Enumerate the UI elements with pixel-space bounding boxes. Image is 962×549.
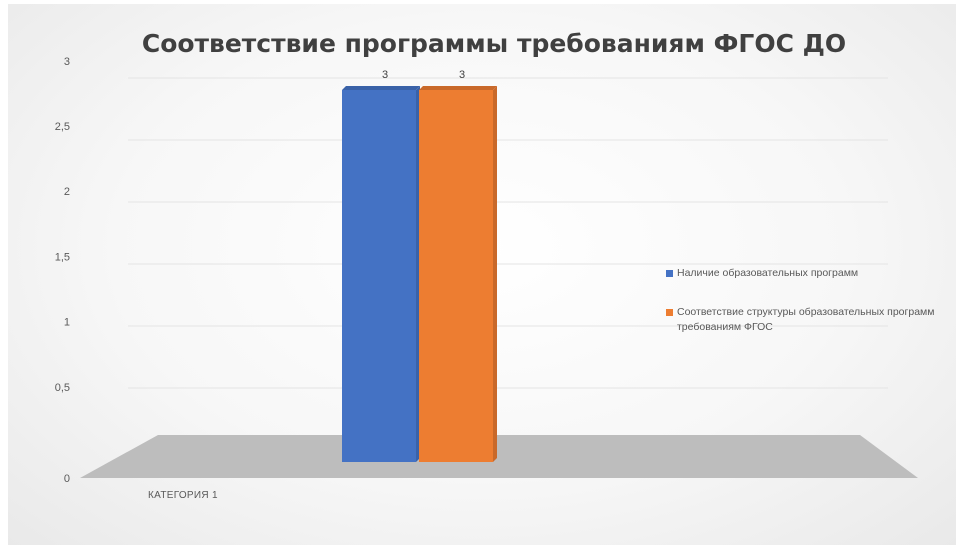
y-tick-label: 2 [64, 186, 70, 198]
data-label: 3 [459, 69, 465, 81]
category-label: КАТЕГОРИЯ 1 [148, 490, 218, 501]
data-label: 3 [382, 69, 388, 81]
y-tick-label: 0,5 [55, 382, 70, 394]
y-tick-label: 3 [64, 56, 70, 68]
legend-item-series-1: Наличие образовательных программ [666, 266, 962, 281]
chart-svg: Соответствие программы требованиям ФГОС … [55, 29, 918, 501]
gridlines [128, 77, 888, 389]
legend-swatch-series-1 [666, 270, 673, 277]
chart-floor [80, 435, 918, 478]
legend-swatch-series-2 [666, 309, 673, 316]
y-tick-label: 1 [64, 317, 70, 329]
chart-area: Соответствие программы требованиям ФГОС … [8, 4, 956, 545]
y-tick-label: 2,5 [55, 121, 70, 133]
floor-plane [80, 435, 918, 478]
bars [342, 86, 497, 462]
y-tick-label: 0 [64, 473, 70, 485]
legend: Наличие образовательных программ Соответ… [666, 266, 962, 359]
chart-title: Соответствие программы требованиям ФГОС … [142, 29, 846, 58]
bar-series-1 [342, 90, 416, 462]
bar-series-2 [419, 90, 493, 462]
y-tick-label: 1,5 [55, 251, 70, 263]
bar-side [493, 86, 497, 462]
legend-item-series-2: Соответствие структуры образовательных п… [666, 305, 962, 335]
bar-top [419, 86, 497, 90]
legend-label-series-2: Соответствие структуры образовательных п… [677, 306, 935, 333]
y-axis: 0 0,5 1 1,5 2 2,5 3 [55, 56, 70, 485]
legend-label-series-1: Наличие образовательных программ [677, 267, 859, 279]
bar-top [342, 86, 420, 90]
